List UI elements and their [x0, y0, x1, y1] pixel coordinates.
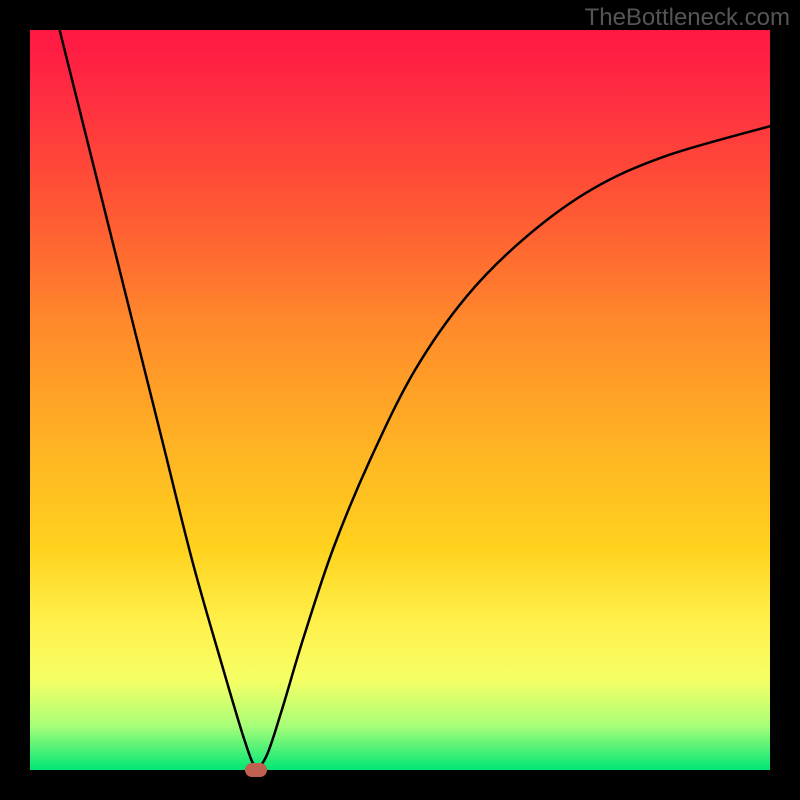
plot-area [30, 30, 770, 770]
bottleneck-curve-path [60, 30, 770, 767]
watermark-text: TheBottleneck.com [585, 4, 790, 32]
chart-container: TheBottleneck.com [0, 0, 800, 800]
min-point-marker [245, 763, 267, 777]
curve-layer [30, 30, 770, 770]
